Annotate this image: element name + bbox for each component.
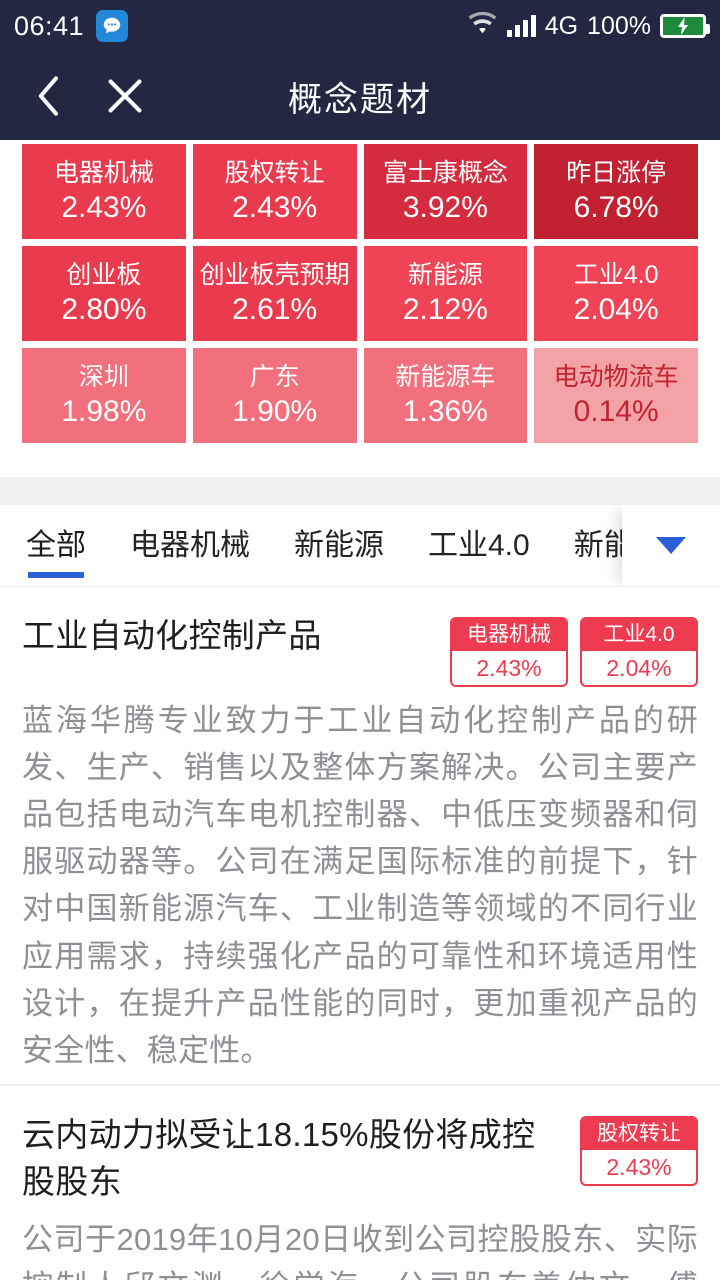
concept-tile[interactable]: 广东 1.90% <box>192 348 357 443</box>
wifi-icon <box>467 11 498 41</box>
concept-tile[interactable]: 创业板 2.80% <box>22 246 186 341</box>
tile-name: 创业板 <box>66 260 142 289</box>
close-icon[interactable] <box>104 75 146 117</box>
app-header: 概念题材 <box>0 52 720 140</box>
chip-name: 工业4.0 <box>582 619 696 651</box>
tabs-scroll-container[interactable]: 全部 电器机械 新能源 工业4.0 新能源车 <box>0 505 720 586</box>
article-tag-group: 股权转让 2.43% <box>580 1112 698 1186</box>
concept-tile[interactable]: 创业板壳预期 2.61% <box>192 246 357 341</box>
tile-value: 1.90% <box>232 394 318 428</box>
article-body: 公司于2019年10月20日收到公司控股股东、实际控制人邱文渊、徐学海，公司股东… <box>22 1221 698 1280</box>
article-title: 工业自动化控制产品 <box>22 617 322 654</box>
tab-new-energy[interactable]: 新能源 <box>294 520 384 586</box>
chip-name: 股权转让 <box>582 1117 696 1150</box>
tile-name: 新能源车 <box>395 362 496 391</box>
tile-value: 6.78% <box>573 190 659 224</box>
tile-name: 工业4.0 <box>573 260 659 289</box>
tile-value: 2.43% <box>232 190 318 224</box>
tile-name: 电动物流车 <box>553 362 679 391</box>
concept-tag-chip[interactable]: 电器机械 2.43% <box>450 617 568 687</box>
tile-name: 电器机械 <box>53 158 154 187</box>
page-title: 概念题材 <box>288 80 432 119</box>
concept-tile[interactable]: 昨日涨停 6.78% <box>534 144 698 239</box>
tab-label: 全部 <box>26 529 86 562</box>
header-nav-group <box>0 75 146 117</box>
tile-name: 股权转让 <box>224 158 325 187</box>
concept-tiles-section: 电器机械 2.43% 股权转让 2.43% 富士康概念 3.92% 昨日涨停 6… <box>0 140 720 443</box>
tabs-expand-button[interactable] <box>622 505 720 586</box>
article-item[interactable]: 工业自动化控制产品 电器机械 2.43% 工业4.0 2.04% 蓝海华腾专业致… <box>0 587 720 1084</box>
concept-tile[interactable]: 新能源车 1.36% <box>363 348 528 443</box>
concept-tile[interactable]: 电动物流车 0.14% <box>534 348 698 443</box>
concept-tile[interactable]: 股权转让 2.43% <box>192 144 357 239</box>
battery-charging-icon <box>660 14 710 38</box>
tile-name: 昨日涨停 <box>566 158 667 187</box>
category-tab-bar: 全部 电器机械 新能源 工业4.0 新能源车 <box>0 505 720 587</box>
chip-value: 2.04% <box>606 655 672 681</box>
tile-value: 0.14% <box>573 394 659 428</box>
concept-tile[interactable]: 新能源 2.12% <box>363 246 528 341</box>
tab-label: 新能源 <box>294 529 384 562</box>
tile-name: 富士康概念 <box>382 158 508 187</box>
article-feed: 工业自动化控制产品 电器机械 2.43% 工业4.0 2.04% 蓝海华腾专业致… <box>0 587 720 1280</box>
signal-bars-icon <box>506 15 536 37</box>
concept-tile[interactable]: 工业4.0 2.04% <box>534 246 698 341</box>
concept-tag-chip[interactable]: 工业4.0 2.04% <box>580 617 698 687</box>
article-header: 云内动力拟受让18.15%股份将成控股股东 股权转让 2.43% <box>22 1112 698 1206</box>
tile-value: 2.80% <box>61 292 147 326</box>
article-body: 蓝海华腾专业致力于工业自动化控制产品的研发、生产、销售以及整体方案解决。公司主要… <box>22 703 698 1068</box>
chip-value: 2.43% <box>606 1153 672 1180</box>
tile-value: 1.36% <box>402 394 488 428</box>
battery-percent-label: 100% <box>587 11 651 40</box>
tile-value: 2.61% <box>232 292 318 326</box>
status-time: 06:41 <box>14 10 85 41</box>
chip-name: 电器机械 <box>452 619 566 651</box>
tile-value: 3.92% <box>402 190 488 224</box>
status-bar: 06:41 4G 100% <box>0 0 720 52</box>
grid-bottom-spacer <box>0 443 720 477</box>
concept-tag-chip[interactable]: 股权转让 2.43% <box>580 1115 698 1186</box>
tab-electrical-machinery[interactable]: 电器机械 <box>130 520 250 586</box>
article-tag-group: 电器机械 2.43% 工业4.0 2.04% <box>450 613 698 687</box>
concept-tiles-grid: 电器机械 2.43% 股权转让 2.43% 富士康概念 3.92% 昨日涨停 6… <box>22 144 698 443</box>
concept-tile[interactable]: 富士康概念 3.92% <box>363 144 528 239</box>
tile-value: 2.12% <box>402 292 488 326</box>
chat-bubble-icon <box>96 10 129 42</box>
tile-name: 创业板壳预期 <box>199 260 350 289</box>
chip-value: 2.43% <box>476 655 542 681</box>
tile-value: 2.43% <box>61 190 147 224</box>
tile-value: 2.04% <box>573 292 659 326</box>
article-item[interactable]: 云内动力拟受让18.15%股份将成控股股东 股权转让 2.43% 公司于2019… <box>0 1083 720 1280</box>
article-title: 云内动力拟受让18.15%股份将成控股股东 <box>22 1115 536 1200</box>
tile-value: 1.98% <box>61 394 147 428</box>
concept-tile[interactable]: 电器机械 2.43% <box>22 144 186 239</box>
concept-tile[interactable]: 深圳 1.98% <box>22 348 186 443</box>
status-indicators: 4G 100% <box>467 11 710 41</box>
tile-name: 广东 <box>249 362 300 391</box>
tile-name: 新能源 <box>407 260 483 289</box>
article-header: 工业自动化控制产品 电器机械 2.43% 工业4.0 2.04% <box>22 613 698 687</box>
tab-all[interactable]: 全部 <box>26 520 86 586</box>
tab-label: 工业4.0 <box>428 529 530 562</box>
chevron-down-icon <box>656 537 686 554</box>
section-divider <box>0 477 720 505</box>
back-chevron-icon[interactable] <box>28 75 70 117</box>
tab-industry-40[interactable]: 工业4.0 <box>428 520 530 586</box>
network-type-label: 4G <box>544 11 579 40</box>
tab-label: 电器机械 <box>130 529 250 562</box>
tile-name: 深圳 <box>78 362 129 391</box>
